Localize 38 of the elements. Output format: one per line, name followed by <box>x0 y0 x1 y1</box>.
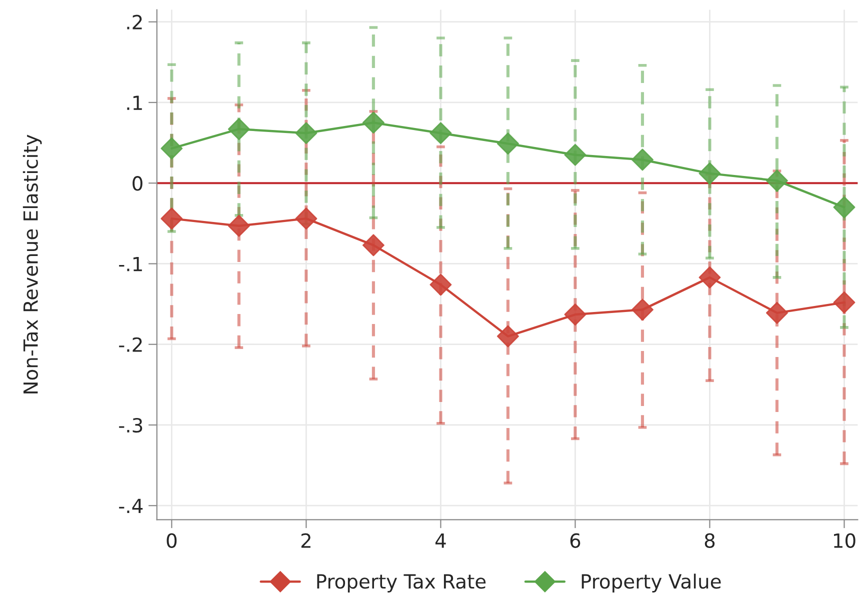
point <box>698 266 721 288</box>
point <box>698 162 721 184</box>
point <box>496 325 519 348</box>
point <box>362 112 384 134</box>
point <box>564 144 586 166</box>
x-tick-label: 6 <box>570 533 580 548</box>
y-tick-label: -.4 <box>119 498 143 513</box>
point <box>496 132 519 155</box>
x-tick-label: 10 <box>834 533 856 548</box>
point <box>160 137 183 160</box>
legend-label: Property Tax Rate <box>317 574 486 592</box>
x-tick-label: 4 <box>435 534 446 548</box>
point <box>833 291 856 314</box>
y-tick-label: .1 <box>127 96 142 110</box>
x-tick-label: 8 <box>704 533 715 548</box>
y-tick-label: -.3 <box>119 418 142 433</box>
point <box>631 298 654 321</box>
point <box>430 274 452 296</box>
point <box>228 118 250 140</box>
point <box>295 208 318 230</box>
point <box>295 122 318 144</box>
x-tick-label: 0 <box>166 533 177 548</box>
point <box>430 122 452 144</box>
x-tick-label: 2 <box>301 533 310 548</box>
point <box>228 214 250 237</box>
y-tick-label: -.2 <box>119 337 142 352</box>
point <box>631 148 654 171</box>
point <box>160 208 183 230</box>
point <box>833 196 856 218</box>
y-tick-label: 0 <box>132 176 142 191</box>
y-axis-title: Non-Tax Revenue Elasticity <box>22 134 42 394</box>
point <box>766 302 788 324</box>
y-tick-label: .2 <box>127 14 142 30</box>
point <box>766 170 788 192</box>
legend-label: Property Value <box>582 574 721 592</box>
point <box>564 304 586 326</box>
y-tick-label: -.1 <box>119 256 142 272</box>
point <box>362 234 384 256</box>
